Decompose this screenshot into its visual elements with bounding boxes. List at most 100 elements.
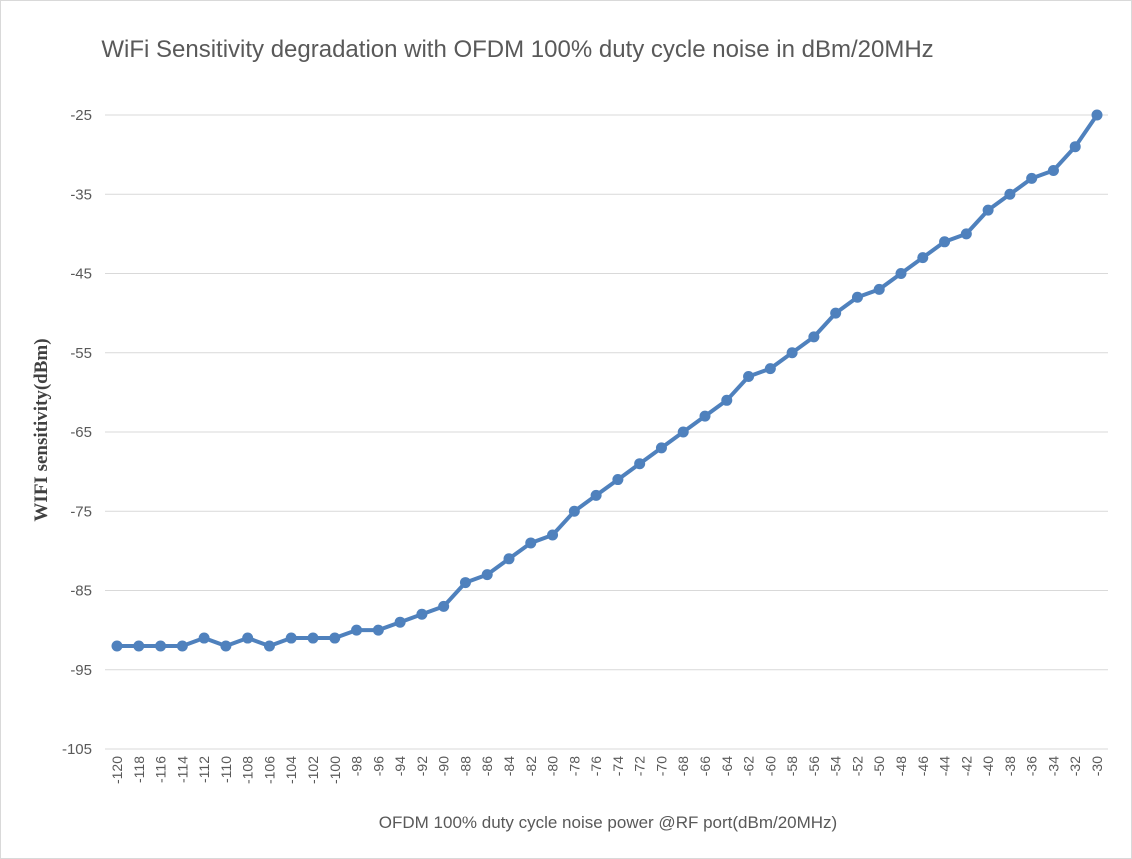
data-point: [851, 291, 863, 303]
x-tick-label: -120: [109, 756, 125, 784]
data-point: [612, 474, 624, 486]
data-point: [394, 616, 406, 628]
data-point: [242, 632, 254, 644]
data-point: [285, 632, 297, 644]
x-tick-label: -52: [849, 756, 865, 776]
data-point: [438, 600, 450, 612]
series-layer: [111, 109, 1103, 652]
x-tick-label: -80: [545, 756, 561, 776]
y-tick-label: -75: [70, 503, 92, 520]
series-line: [115, 113, 1099, 648]
y-tick-label: -85: [70, 583, 92, 600]
chart-title: WiFi Sensitivity degradation with OFDM 1…: [101, 36, 934, 63]
data-point: [830, 307, 842, 319]
data-point: [982, 204, 994, 216]
x-tick-label: -108: [240, 756, 256, 784]
x-tick-label: -58: [784, 756, 800, 776]
data-point: [155, 640, 167, 652]
x-tick-label: -60: [762, 756, 778, 776]
y-tick-label: -95: [70, 662, 92, 679]
x-tick-label: -116: [153, 756, 169, 783]
data-point: [1026, 172, 1038, 184]
x-tick-label: -92: [414, 756, 430, 776]
data-point: [503, 553, 515, 565]
x-tick-label: -56: [806, 756, 822, 776]
data-point: [764, 363, 776, 375]
x-tick-label: -98: [349, 756, 365, 776]
x-tick-label: -82: [523, 756, 539, 776]
x-tick-label: -86: [479, 756, 495, 776]
data-point: [1047, 164, 1059, 176]
x-tick-label: -96: [370, 756, 386, 776]
data-point: [568, 505, 580, 517]
x-tick-label: -46: [915, 756, 931, 776]
x-tick-label: -50: [871, 756, 887, 776]
x-tick-label: -88: [457, 756, 473, 776]
x-axis-title: OFDM 100% duty cycle noise power @RF por…: [379, 813, 837, 832]
data-point: [307, 632, 319, 644]
data-point: [1004, 188, 1016, 200]
x-tick-label: -32: [1067, 756, 1083, 776]
x-tick-label: -66: [697, 756, 713, 776]
x-tick-label: -68: [675, 756, 691, 776]
y-axis-ticks: -25 -35 -45 -55 -65 -75 -85 -95 -105: [62, 107, 92, 758]
x-tick-label: -102: [305, 756, 321, 784]
data-point: [372, 624, 384, 636]
data-point: [1069, 141, 1081, 153]
data-point: [960, 228, 972, 240]
x-tick-label: -64: [719, 756, 735, 776]
data-point: [220, 640, 232, 652]
x-axis-ticks: -120 -118 -116 -114 -112 -110 -108 -106 -104 -102…: [109, 756, 1105, 784]
y-axis-title: WIFI sensitivity(dBm): [31, 338, 52, 521]
data-point: [547, 529, 559, 541]
x-tick-label: -110: [218, 756, 234, 783]
x-tick-label: -106: [261, 756, 277, 784]
x-tick-label: -36: [1024, 756, 1040, 776]
x-tick-label: -70: [653, 756, 669, 776]
y-tick-label: -105: [62, 741, 92, 758]
x-tick-label: -54: [828, 756, 844, 776]
y-tick-label: -65: [70, 424, 92, 441]
data-point: [133, 640, 145, 652]
x-tick-label: -34: [1045, 756, 1061, 776]
x-tick-label: -114: [174, 756, 190, 783]
x-tick-label: -72: [632, 756, 648, 776]
x-tick-label: -76: [588, 756, 604, 776]
x-tick-label: -94: [392, 756, 408, 776]
y-tick-label: -35: [70, 186, 92, 203]
data-point: [525, 537, 537, 549]
x-tick-label: -118: [131, 756, 147, 783]
x-tick-label: -40: [980, 756, 996, 776]
data-point: [721, 394, 733, 406]
data-point: [111, 640, 123, 652]
x-tick-label: -78: [566, 756, 582, 776]
x-tick-label: -74: [610, 756, 626, 776]
data-point: [873, 283, 885, 295]
data-point: [1091, 109, 1103, 121]
data-point: [481, 569, 493, 581]
data-point: [699, 410, 711, 422]
data-point: [939, 236, 951, 248]
data-point: [634, 458, 646, 470]
x-tick-label: -112: [196, 756, 212, 783]
x-tick-label: -30: [1089, 756, 1105, 776]
data-point: [176, 640, 188, 652]
data-point: [459, 577, 471, 589]
data-point: [198, 632, 210, 644]
y-tick-label: -25: [70, 107, 92, 124]
x-tick-label: -62: [741, 756, 757, 776]
x-tick-label: -48: [893, 756, 909, 776]
x-tick-label: -42: [958, 756, 974, 776]
data-point: [655, 442, 667, 454]
x-tick-label: -100: [327, 756, 343, 784]
data-point: [329, 632, 341, 644]
data-point: [677, 426, 689, 438]
data-point: [786, 347, 798, 359]
x-tick-label: -104: [283, 756, 299, 784]
data-point: [263, 640, 275, 652]
data-point: [895, 268, 907, 279]
data-point: [743, 371, 755, 383]
data-point: [808, 331, 820, 343]
x-tick-label: -44: [937, 756, 953, 776]
